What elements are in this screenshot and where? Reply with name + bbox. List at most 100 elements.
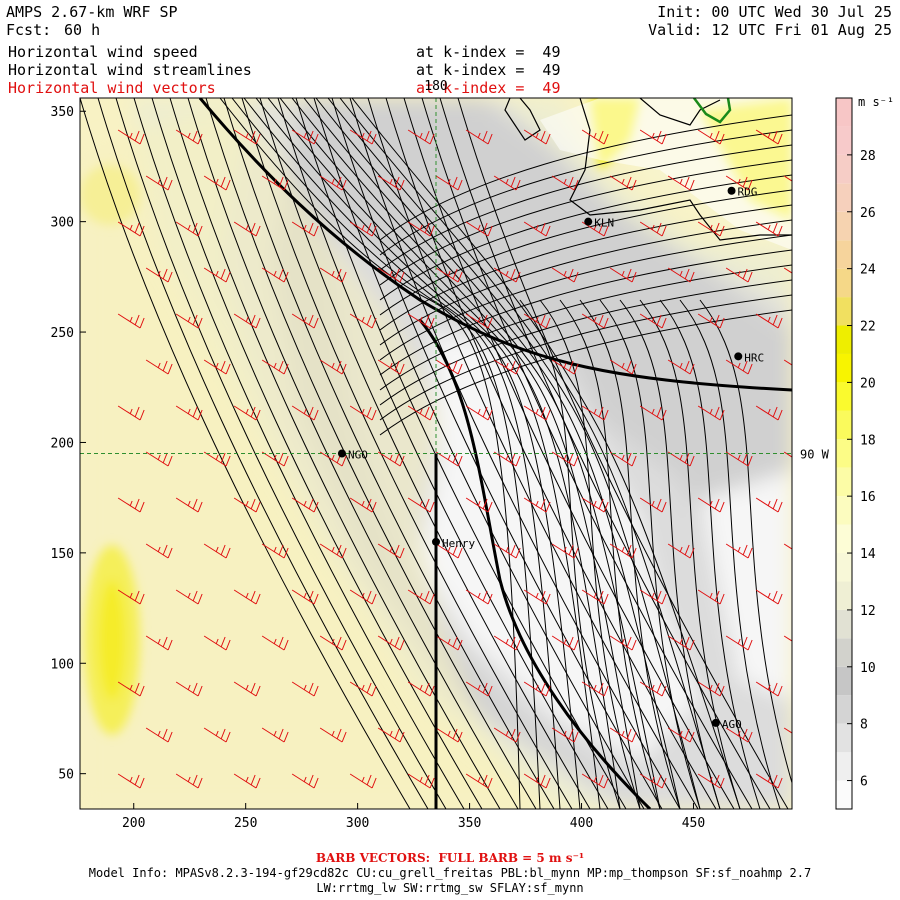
- colorbar-band: [836, 211, 852, 241]
- wind-barb: [319, 635, 347, 651]
- wind-barb: [639, 681, 667, 697]
- wind-barb: [465, 405, 493, 421]
- wind-barb: [407, 773, 435, 789]
- wind-barb: [697, 773, 725, 789]
- colorbar-tick-label: 12: [860, 604, 876, 619]
- wind-barb: [203, 451, 231, 467]
- wind-barb: [609, 175, 637, 191]
- wind-barb: [465, 313, 493, 329]
- wind-barb: [435, 543, 463, 559]
- y-axis: 50 100 150 200 250 300 350: [51, 105, 86, 783]
- map-field: NGO Henry KLN RDG HRC AGO: [80, 98, 792, 809]
- wind-barb: [377, 727, 405, 743]
- wind-barb: [609, 635, 637, 651]
- wind-barb: [725, 543, 753, 559]
- colorbar-band: [836, 553, 852, 582]
- y-tick-label: 100: [51, 657, 74, 672]
- streamline: [539, 299, 641, 809]
- meridian-label: 180: [424, 79, 447, 94]
- station-marker: [432, 537, 440, 546]
- wind-barb: [639, 221, 667, 237]
- field-label-streamlines: Horizontal wind streamlines: [8, 61, 252, 79]
- station-hrc: HRC: [734, 351, 764, 364]
- station-ago: AGO: [711, 718, 742, 731]
- stations: NGO Henry KLN RDG HRC AGO: [337, 186, 764, 731]
- wind-barb: [349, 405, 377, 421]
- wind-barb: [233, 129, 261, 145]
- wind-barb: [551, 727, 579, 743]
- wind-barb: [175, 681, 203, 697]
- wind-barb: [145, 451, 173, 467]
- wind-barb: [581, 405, 609, 421]
- colorbar-band: [836, 325, 852, 354]
- wind-barb: [783, 543, 792, 550]
- streamline: [599, 299, 701, 809]
- y-tick-label: 300: [51, 216, 74, 231]
- wind-barb: [175, 589, 203, 605]
- streamline: [699, 299, 792, 785]
- station-rdg: RDG: [727, 186, 757, 199]
- colorbar-band: [836, 695, 852, 724]
- colorbar-band: [836, 638, 852, 667]
- streamline: [367, 98, 699, 809]
- streamline: [385, 98, 717, 809]
- colorbar-band: [836, 581, 852, 610]
- wind-barb: [117, 129, 145, 145]
- wind-barb: [609, 727, 637, 743]
- land-area: [540, 98, 792, 250]
- wind-barb: [407, 589, 435, 605]
- wind-barb: [233, 589, 261, 605]
- wind-barb: [407, 129, 435, 145]
- colorbar-band: [836, 780, 852, 809]
- streamline: [303, 98, 661, 809]
- station-label: NGO: [348, 449, 368, 462]
- wind-barb: [755, 497, 783, 513]
- wind-barb: [349, 589, 377, 605]
- wind-barb: [465, 497, 493, 513]
- wind-barb: [523, 681, 551, 697]
- wind-barb: [725, 451, 753, 467]
- y-tick-label: 200: [51, 436, 74, 451]
- wind-barb: [175, 405, 203, 421]
- wind-barb: [233, 313, 261, 329]
- wind-barb: [581, 773, 609, 789]
- y-tick-label: 250: [51, 326, 74, 341]
- wind-barb: [407, 681, 435, 697]
- station-marker: [584, 217, 593, 226]
- streamline: [241, 98, 573, 809]
- wind-barb: [145, 267, 173, 283]
- wind-barb: [783, 727, 792, 734]
- coastline-shelf: [569, 98, 792, 241]
- plot-frame: [79, 97, 793, 810]
- colorbar-band: [836, 126, 852, 155]
- wind-barb: [291, 497, 319, 513]
- wind-barb: [117, 497, 145, 513]
- wind-barb: [349, 497, 377, 513]
- wind-barb: [581, 589, 609, 605]
- y-tick-label: 350: [51, 105, 74, 120]
- streamline: [291, 98, 641, 809]
- wind-barb: [377, 175, 405, 191]
- green-contour: [693, 98, 732, 124]
- wind-barb: [319, 727, 347, 743]
- colorbar-band: [836, 439, 852, 468]
- wind-barb: [435, 267, 463, 283]
- streamline: [327, 98, 701, 809]
- streamline: [349, 98, 681, 809]
- streamline: [379, 114, 792, 241]
- wind-barb: [435, 635, 463, 651]
- x-tick-label: 400: [570, 816, 593, 831]
- wind-barb: [117, 221, 145, 237]
- wind-barb: [783, 451, 792, 458]
- colorbar-band: [836, 723, 852, 753]
- jet-streamline: [198, 98, 792, 392]
- wind-barb: [523, 589, 551, 605]
- wind-barb: [697, 221, 725, 237]
- wind-barb: [203, 727, 231, 743]
- streamline: [115, 98, 447, 809]
- streamline: [97, 98, 429, 809]
- streamline: [457, 98, 789, 809]
- wind-barb: [233, 681, 261, 697]
- y-tick-label: 50: [58, 768, 74, 783]
